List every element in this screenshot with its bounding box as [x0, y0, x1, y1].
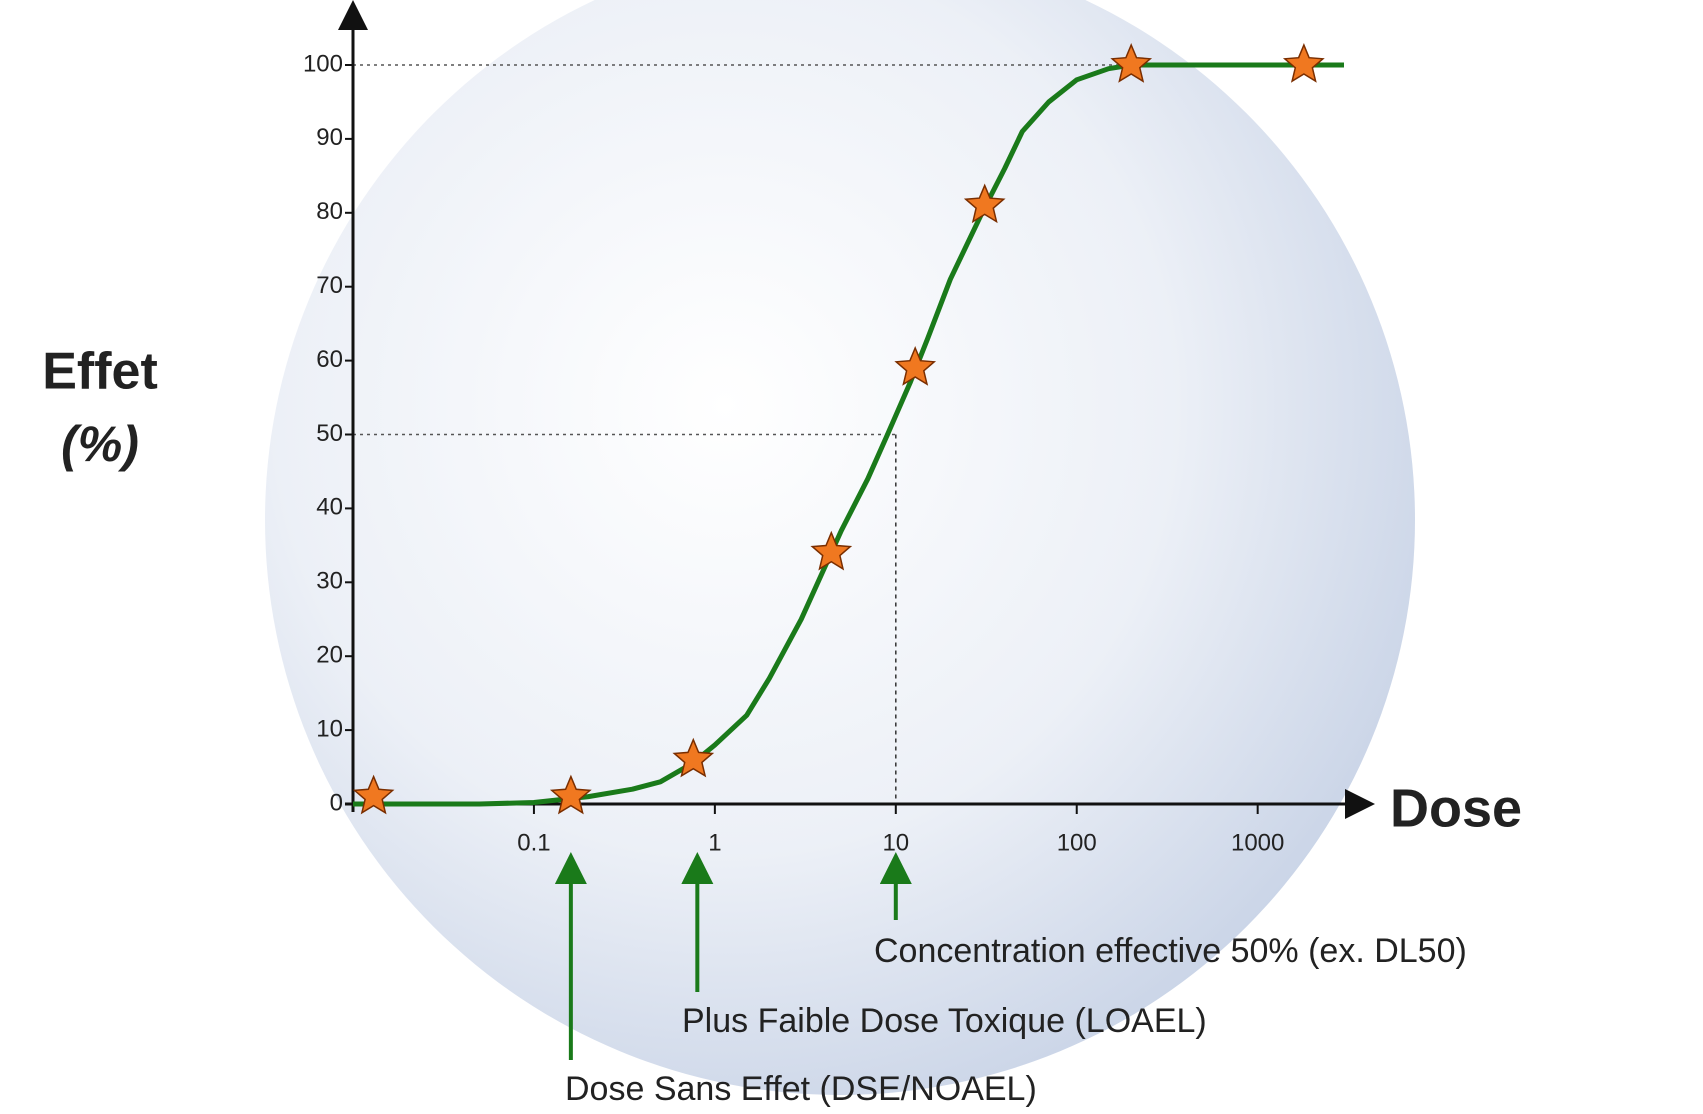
- y-tick-label: 80: [316, 198, 343, 225]
- y-tick-label: 50: [316, 420, 343, 447]
- annotation: Plus Faible Dose Toxique (LOAEL): [682, 1002, 1207, 1040]
- chart: Effet (%) Dose 0 10 20 30 40 50 60 70 80 90 100 0.1…: [0, 0, 1703, 1114]
- y-axis-label: (%): [61, 416, 139, 472]
- y-tick-label: 10: [316, 715, 343, 742]
- y-axis-label: Effet: [42, 343, 158, 401]
- y-tick-label: 30: [316, 568, 343, 595]
- star-marker: [1285, 45, 1323, 81]
- annotation: Dose Sans Effet (DSE/NOAEL): [565, 1070, 1037, 1108]
- y-tick-label: 70: [316, 272, 343, 299]
- y-tick-label: 20: [316, 642, 343, 669]
- annotation: Concentration effective 50% (ex. DL50): [874, 932, 1467, 970]
- x-tick-label: 1000: [1231, 829, 1284, 856]
- x-tick-label: 0.1: [517, 829, 550, 856]
- x-tick-label: 1: [708, 829, 721, 856]
- x-tick-label: 10: [882, 829, 909, 856]
- y-tick-label: 0: [330, 789, 343, 816]
- y-tick-label: 100: [303, 50, 343, 77]
- y-tick-label: 90: [316, 124, 343, 151]
- x-tick-label: 100: [1057, 829, 1097, 856]
- y-tick-label: 60: [316, 346, 343, 373]
- x-axis-label: Dose: [1390, 778, 1522, 838]
- y-tick-label: 40: [316, 494, 343, 521]
